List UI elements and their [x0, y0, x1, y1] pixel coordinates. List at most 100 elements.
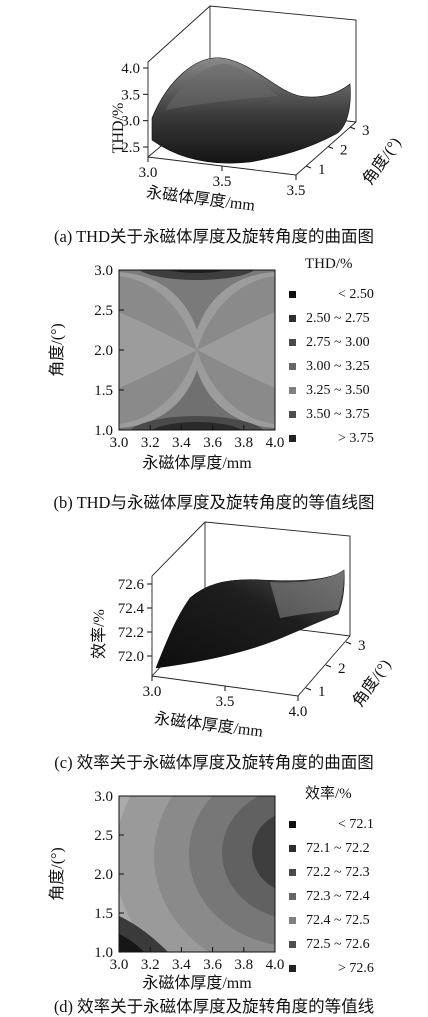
thd-surface — [151, 57, 351, 164]
legend-swatch — [289, 821, 296, 828]
z-tick-label: 3.5 — [121, 87, 140, 103]
y-tick-label: 1.0 — [94, 423, 113, 439]
z-tick-label: 3.0 — [121, 114, 140, 130]
panel-b: 3.0 3.2 3.4 3.6 3.8 4.0 1.0 1.5 2.0 2.5 3.0 永磁体厚度/… — [0, 252, 428, 474]
y-tick-label: 2.5 — [94, 828, 113, 844]
x-tick-label: 3.5 — [287, 183, 306, 199]
y-axis-label: 角度/(°) — [359, 134, 404, 188]
x-tick-label: 3.2 — [141, 957, 160, 973]
legend-entry: < 72.1 — [338, 817, 374, 832]
x-tick-label: 3.8 — [234, 957, 253, 973]
x-tick-label: 4.0 — [266, 957, 285, 973]
y-tick-label: 2.0 — [94, 343, 113, 359]
x-tick-label: 3.0 — [110, 435, 129, 451]
y-tick-label: 2 — [338, 661, 346, 677]
contour-fills — [119, 796, 275, 952]
x-tick-label: 3.0 — [143, 684, 162, 700]
legend-entry: > 72.6 — [338, 961, 374, 976]
caption-a: (a) THD关于永磁体厚度及旋转角度的曲面图 — [53, 227, 375, 246]
x-tick-label: 3.5 — [213, 174, 232, 190]
legend-entry: 3.50 ~ 3.75 — [306, 407, 370, 422]
y-axis-label: 角度/(°) — [48, 847, 66, 901]
y-tick-label: 1.5 — [94, 383, 113, 399]
legend-swatch — [289, 869, 296, 876]
caption-c: (c) 效率关于永磁体厚度及旋转角度的曲面图 — [54, 753, 374, 772]
y-axis-label: 角度/(°) — [48, 323, 66, 377]
legend-swatch — [289, 845, 296, 852]
z-axis-label: 效率/% — [90, 609, 108, 659]
y-tick-mark — [305, 687, 312, 691]
efficiency-surface-chart: 72.0 72.2 72.4 72.6 3.0 3.5 4.0 123 效率/% 永磁体厚度/… — [90, 521, 395, 741]
z-tick-label: 72.2 — [118, 625, 144, 641]
x-axis-label: 永磁体厚度/mm — [142, 974, 252, 992]
y-tick-label: 1.0 — [94, 945, 113, 961]
legend-entry: 2.75 ~ 3.00 — [306, 335, 370, 350]
y-tick-label: 1 — [318, 684, 326, 700]
legend-title: 效率/% — [305, 785, 352, 802]
legend-entry: 72.2 ~ 72.3 — [306, 865, 370, 880]
legend-entry: 3.00 ~ 3.25 — [306, 359, 370, 374]
legend-entry: 72.3 ~ 72.4 — [306, 889, 370, 904]
x-tick-label: 3.0 — [110, 957, 129, 973]
y-tick-label: 1 — [318, 162, 326, 178]
legend-entry: 72.4 ~ 72.5 — [306, 913, 370, 928]
x-tick-label: 3.2 — [141, 435, 160, 451]
legend: < 72.1 72.1 ~ 72.2 72.2 ~ 72.3 72.3 ~ 72.4 7… — [289, 817, 374, 976]
y-tick-mark — [325, 664, 332, 668]
legend-entry: 72.5 ~ 72.6 — [306, 937, 370, 952]
x-tick-label: 4.0 — [289, 704, 308, 720]
x-tick-label: 3.6 — [203, 435, 222, 451]
efficiency-contour-chart: 3.0 3.2 3.4 3.6 3.8 4.0 1.0 1.5 2.0 2.5 3.0 永磁体厚度/… — [48, 785, 374, 992]
y-tick-mark — [327, 146, 334, 149]
y-tick-label: 2.5 — [94, 303, 113, 319]
x-axis-label: 永磁体厚度/mm — [142, 454, 252, 472]
legend-swatch — [289, 411, 296, 418]
legend: < 2.50 2.50 ~ 2.75 2.75 ~ 3.00 3.00 ~ 3.25 3… — [289, 287, 374, 446]
z-tick-label: 2.5 — [121, 140, 140, 156]
z-tick-label: 72.4 — [118, 601, 145, 617]
legend-swatch — [289, 917, 296, 924]
legend-entry: 72.1 ~ 72.2 — [306, 841, 370, 856]
legend-entry: > 3.75 — [338, 431, 374, 446]
y-tick-label: 2 — [340, 143, 348, 159]
panel-c: 72.0 72.2 72.4 72.6 3.0 3.5 4.0 1 2 3 效率/% 永磁体厚度/… — [0, 518, 428, 742]
legend-swatch — [289, 941, 296, 948]
legend-entry: 2.50 ~ 2.75 — [306, 311, 370, 326]
y-tick-mark — [349, 126, 356, 130]
legend-swatch — [289, 965, 296, 972]
legend-swatch — [289, 315, 296, 322]
x-tick-label: 3.6 — [203, 957, 222, 973]
y-tick-label: 2.0 — [94, 867, 113, 883]
contour-fills — [119, 270, 275, 430]
legend-swatch — [289, 387, 296, 394]
caption-b: (b) THD与永磁体厚度及旋转角度的等值线图 — [53, 493, 375, 512]
y-tick-label: 1.5 — [94, 906, 113, 922]
y-tick-mark — [305, 165, 312, 169]
legend-swatch — [289, 435, 296, 442]
y-tick-label: 3 — [358, 638, 366, 654]
thd-contour-chart: 3.0 3.2 3.4 3.6 3.8 4.0 1.0 1.5 2.0 2.5 3.0 永磁体厚度/… — [48, 256, 374, 472]
y-axis-label: 角度/(°) — [349, 656, 394, 710]
z-tick-label: 72.6 — [118, 577, 145, 593]
legend-swatch — [289, 893, 296, 900]
x-tick-label: 3.5 — [216, 694, 235, 710]
x-axis-label: 永磁体厚度/mm — [145, 183, 256, 214]
caption-d: (d) 效率关于永磁体厚度及旋转角度的等值线 — [53, 997, 375, 1016]
legend-entry: 3.25 ~ 3.50 — [306, 383, 370, 398]
z-tick-label: 72.0 — [118, 649, 144, 665]
legend-swatch — [289, 339, 296, 346]
z-axis-label: THD/% — [110, 103, 127, 154]
x-tick-label: 3.4 — [172, 957, 191, 973]
y-tick-label: 3 — [362, 123, 370, 139]
x-tick-label: 3.0 — [139, 165, 158, 181]
legend-title: THD/% — [305, 256, 353, 272]
z-tick-label: 4.0 — [121, 61, 140, 77]
y-tick-label: 3.0 — [94, 789, 113, 805]
legend-entry: < 2.50 — [338, 287, 374, 302]
x-tick-label: 4.0 — [266, 435, 285, 451]
x-tick-label: 3.4 — [172, 435, 191, 451]
y-tick-mark — [345, 641, 352, 645]
x-axis-label: 永磁体厚度/mm — [153, 709, 264, 740]
panel-a: 2.5 3.0 3.5 4.0 3.0 3.5 3.5 1 2 3 THD/% 永磁体厚度/mm … — [0, 0, 428, 220]
